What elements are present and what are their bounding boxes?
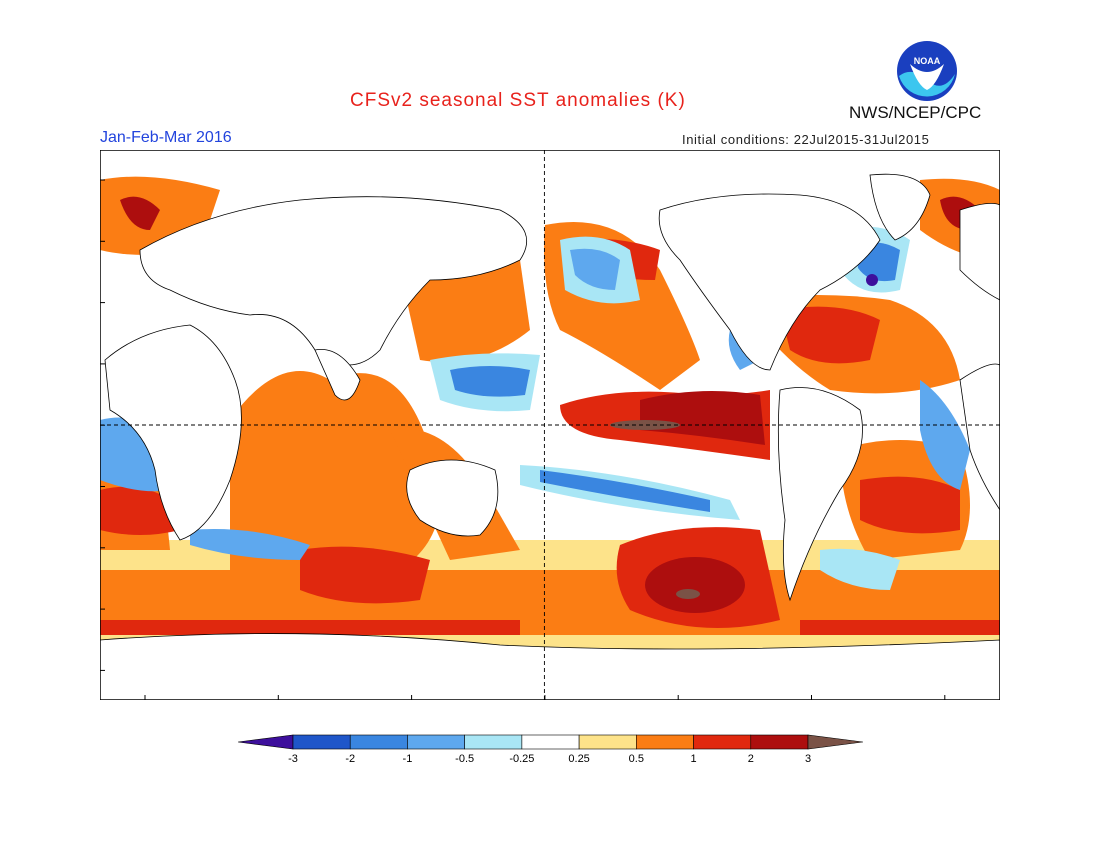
noaa-logo-icon: NOAA — [897, 41, 957, 101]
initial-conditions-label: Initial conditions: 22Jul2015-31Jul2015 — [682, 132, 930, 147]
colorbar-segment — [636, 734, 694, 750]
strong-warm-anomaly-regions — [100, 196, 1000, 635]
forecast-period: Jan-Feb-Mar 2016 — [100, 129, 232, 146]
colorbar-tick-label: -2 — [345, 753, 355, 765]
longitude-axis: 060E120E180120W60W0 — [144, 695, 946, 700]
colorbar-segment — [578, 734, 637, 750]
colorbar-tick-label: -3 — [288, 753, 298, 765]
colorbar-tick-label: -0.25 — [509, 753, 534, 765]
colorbar-segment — [349, 734, 408, 750]
colorbar: -3 -2 -1 -0.5 -0.25 0.25 0.5 1 2 3 — [238, 734, 863, 765]
colorbar-segment — [292, 734, 351, 750]
colorbar-segment — [693, 734, 752, 750]
colorbar-segment — [464, 734, 523, 750]
page-title: CFSv2 seasonal SST anomalies (K) — [350, 90, 686, 111]
latitude-axis: 80N60N40N20NEQ20S40S60S80S — [100, 179, 105, 671]
agency-label: NWS/NCEP/CPC — [849, 103, 982, 122]
colorbar-arrow-low — [238, 734, 294, 750]
colorbar-segment — [407, 734, 465, 750]
colorbar-tick-label: 0.25 — [568, 753, 589, 765]
noaa-logo-text: NOAA — [914, 56, 941, 66]
colorbar-tick-label: -0.5 — [455, 753, 474, 765]
colorbar-segment — [750, 734, 809, 750]
colorbar-tick-label: -1 — [403, 753, 413, 765]
colorbar-segment — [521, 734, 580, 750]
colorbar-tick-label: 1 — [690, 753, 696, 765]
colorbar-tick-label: 2 — [748, 753, 754, 765]
colorbar-tick-label: 0.5 — [629, 753, 644, 765]
colorbar-tick-label: 3 — [805, 753, 811, 765]
sst-anomaly-map: 80N60N40N20NEQ20S40S60S80S 060E120E18012… — [100, 150, 1000, 700]
continent-outlines — [100, 173, 1000, 700]
colorbar-arrow-high — [807, 734, 863, 750]
